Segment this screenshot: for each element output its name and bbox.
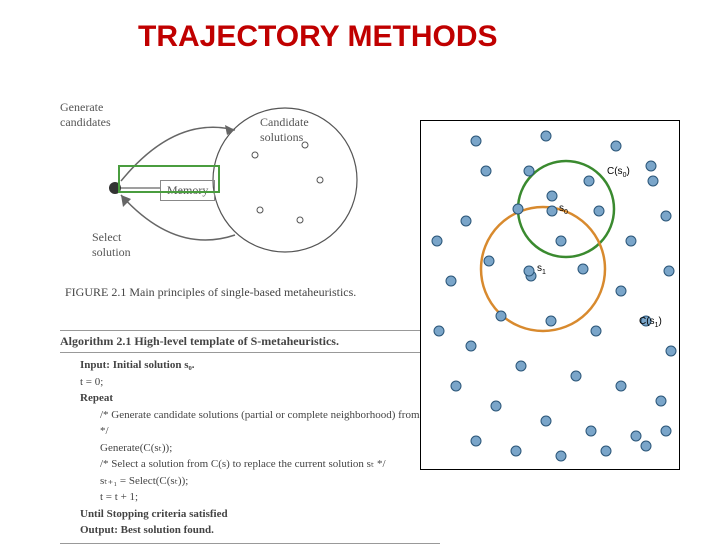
scatter-dot [511, 446, 521, 456]
scatter-dot [484, 256, 494, 266]
label-c-s1: C(s1) [639, 316, 662, 329]
scatter-svg [421, 121, 681, 471]
scatter-dot [611, 141, 621, 151]
cand-dot [317, 177, 323, 183]
scatter-plot: C(s0) s0 s1 C(s1) [420, 120, 680, 470]
algo-line: Generate(C(sₜ)); [60, 440, 440, 457]
scatter-dot [516, 361, 526, 371]
select-arrowhead [121, 195, 131, 207]
scatter-dot [471, 136, 481, 146]
algo-line: Repeat [60, 390, 440, 407]
label-s0: s0 [559, 203, 568, 216]
scatter-dot [616, 286, 626, 296]
page-title: TRAJECTORY METHODS [138, 20, 498, 54]
scatter-dot [481, 166, 491, 176]
scatter-dot [541, 131, 551, 141]
scatter-dot [466, 341, 476, 351]
algo-line: Input: Initial solution s₀. [60, 357, 440, 374]
algo-line: /* Generate candidate solutions (partial… [60, 407, 440, 440]
cand-dot [252, 152, 258, 158]
scatter-dot [656, 396, 666, 406]
algo-line: sₜ₊₁ = Select(C(sₜ)); [60, 473, 440, 490]
scatter-dot [664, 266, 674, 276]
scatter-dot [584, 176, 594, 186]
label-s1: s1 [537, 263, 546, 276]
algo-line: /* Select a solution from C(s) to replac… [60, 456, 440, 473]
cand-dot [297, 217, 303, 223]
figure-caption: FIGURE 2.1 Main principles of single-bas… [65, 285, 356, 300]
scatter-dot [491, 401, 501, 411]
generate-label: Generate candidates [60, 100, 111, 130]
select-label: Select solution [92, 230, 131, 260]
algorithm-box: Algorithm 2.1 High-level template of S-m… [60, 330, 440, 544]
algorithm-body: Input: Initial solution s₀.t = 0;Repeat/… [60, 353, 440, 544]
scatter-dot [646, 161, 656, 171]
scatter-dot [541, 416, 551, 426]
scatter-dot [661, 211, 671, 221]
scatter-dot [451, 381, 461, 391]
s1-dot [524, 266, 534, 276]
algo-line: Until Stopping criteria satisfied [60, 506, 440, 523]
scatter-dot [594, 206, 604, 216]
scatter-dot [578, 264, 588, 274]
scatter-dot [648, 176, 658, 186]
select-arrow [121, 195, 235, 240]
scatter-dot [496, 311, 506, 321]
algo-line: Output: Best solution found. [60, 522, 440, 539]
scatter-dot [556, 236, 566, 246]
scatter-dot [546, 316, 556, 326]
algo-line: t = t + 1; [60, 489, 440, 506]
scatter-dot [434, 326, 444, 336]
s0-dot [547, 206, 557, 216]
scatter-dot [547, 191, 557, 201]
scatter-dot [513, 204, 523, 214]
scatter-dot [461, 216, 471, 226]
cand-dot [257, 207, 263, 213]
scatter-dot [626, 236, 636, 246]
algorithm-header: Algorithm 2.1 High-level template of S-m… [60, 330, 440, 353]
label-c-s0: C(s0) [607, 166, 630, 179]
scatter-dot [631, 431, 641, 441]
scatter-dot [524, 166, 534, 176]
scatter-dot [586, 426, 596, 436]
algo-line: t = 0; [60, 374, 440, 391]
scatter-dot [432, 236, 442, 246]
scatter-dot [591, 326, 601, 336]
scatter-dot [661, 426, 671, 436]
scatter-dot [666, 346, 676, 356]
green-highlight-box [118, 165, 220, 193]
scatter-dot [446, 276, 456, 286]
scatter-dot [601, 446, 611, 456]
scatter-dot [616, 381, 626, 391]
scatter-dot [571, 371, 581, 381]
candidate-label: Candidate solutions [260, 115, 309, 145]
scatter-dot [556, 451, 566, 461]
scatter-dot [471, 436, 481, 446]
scatter-dot [641, 441, 651, 451]
